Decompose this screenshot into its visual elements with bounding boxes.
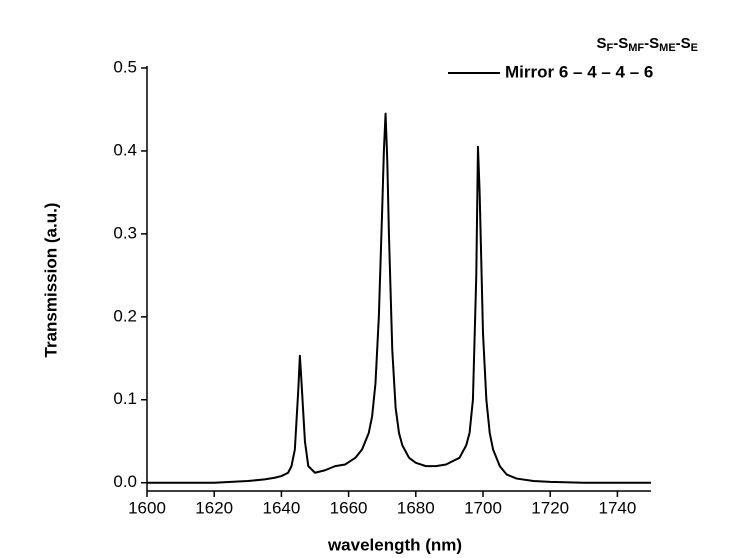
y-tick-label: 0.5 [113,57,137,76]
data-line [147,112,651,484]
y-tick-label: 0.2 [113,306,137,325]
legend-title-part: -S [644,35,659,52]
legend-title-part: -S [613,35,628,52]
legend-title-part: -S [676,35,691,52]
x-axis-label: wavelength (nm) [327,535,462,554]
legend-title-subscript: F [607,42,614,54]
legend-title-subscript: E [691,42,698,54]
legend-label: Mirror 6 – 4 – 4 – 6 [505,62,653,81]
y-tick-label: 0.4 [113,140,137,159]
legend-title-subscript: ME [659,42,676,54]
legend-title: SF-SMF-SME-SE [597,35,698,54]
y-axis-label: Transmission (a.u.) [41,203,60,358]
x-tick-label: 1680 [397,498,435,517]
x-tick-label: 1740 [598,498,636,517]
x-tick-label: 1700 [464,498,502,517]
x-tick-label: 1640 [262,498,300,517]
x-tick-label: 1660 [330,498,368,517]
legend-title-subscript: MF [628,42,644,54]
x-tick-label: 1620 [195,498,233,517]
y-tick-label: 0.3 [113,223,137,242]
y-tick-label: 0.1 [113,389,137,408]
x-tick-label: 1600 [128,498,166,517]
legend-title-part: S [597,35,607,52]
x-tick-label: 1720 [531,498,569,517]
y-tick-label: 0.0 [113,472,137,491]
